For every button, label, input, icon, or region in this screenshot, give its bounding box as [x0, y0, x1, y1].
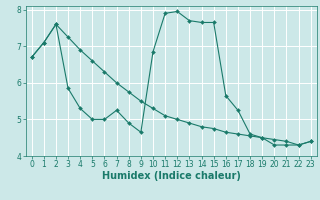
X-axis label: Humidex (Indice chaleur): Humidex (Indice chaleur)	[102, 171, 241, 181]
